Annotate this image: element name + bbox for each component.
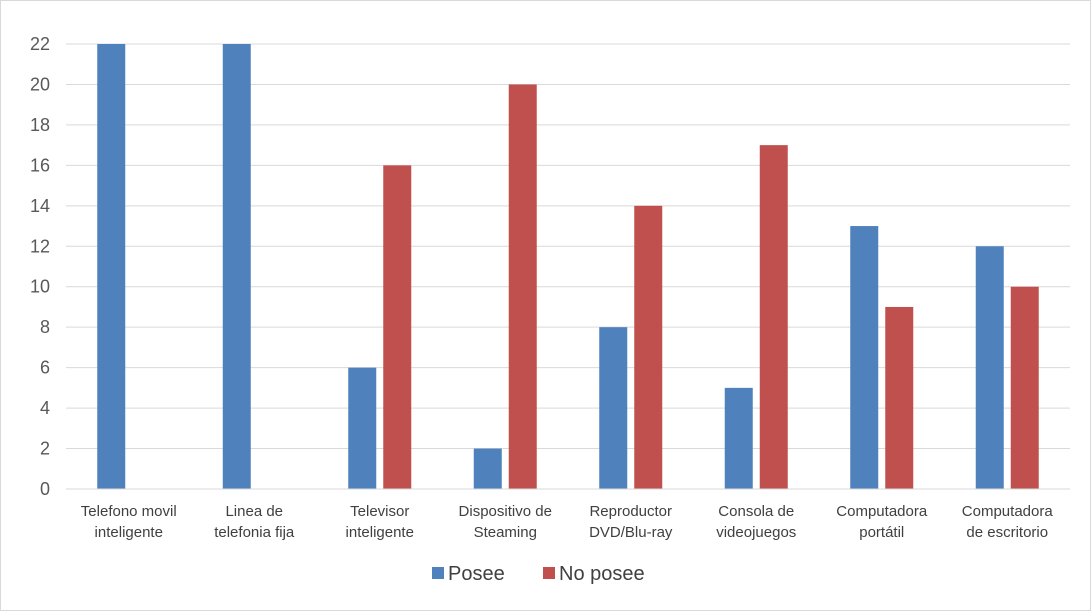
y-tick-label: 12 — [30, 236, 50, 256]
x-category-label: de escritorio — [966, 524, 1048, 541]
legend-label: No posee — [559, 563, 645, 585]
y-tick-label: 0 — [40, 479, 50, 499]
x-category-label: inteligente — [346, 524, 414, 541]
x-category-label: Computadora — [962, 503, 1054, 520]
bar-no-posee — [1010, 286, 1039, 489]
y-tick-label: 22 — [30, 34, 50, 54]
y-tick-label: 4 — [40, 398, 50, 418]
x-category-label: Computadora — [836, 503, 928, 520]
y-tick-label: 16 — [30, 155, 50, 175]
x-category-label: DVD/Blu-ray — [589, 524, 673, 541]
bar-posee — [850, 226, 879, 489]
gridlines — [66, 43, 1070, 450]
bar-posee — [599, 327, 628, 489]
bar-posee — [222, 44, 251, 489]
x-axis-categories: Telefono movil inteligente Linea de telefon… — [81, 503, 1054, 541]
x-category-label: Telefono movil — [81, 503, 177, 520]
bar-no-posee — [759, 145, 788, 490]
x-category-label: inteligente — [95, 524, 163, 541]
y-tick-label: 2 — [40, 439, 50, 459]
bar-no-posee — [634, 205, 663, 489]
bars — [97, 44, 1039, 490]
y-tick-label: 8 — [40, 317, 50, 337]
y-tick-label: 10 — [30, 277, 50, 297]
x-category-label: Linea de — [225, 503, 283, 520]
y-axis-ticks: 0 2 4 6 8 10 12 14 16 18 20 22 — [30, 34, 50, 499]
bar-posee — [975, 246, 1004, 489]
legend: Posee No posee — [432, 563, 645, 585]
y-tick-label: 14 — [30, 196, 50, 216]
bar-posee — [348, 367, 377, 489]
bar-posee — [97, 44, 126, 489]
bar-posee — [724, 387, 753, 489]
x-category-label: videojuegos — [716, 524, 796, 541]
x-category-label: portátil — [859, 524, 904, 541]
x-category-label: telefonia fija — [214, 524, 295, 541]
legend-swatch — [432, 567, 444, 579]
y-tick-label: 18 — [30, 115, 50, 135]
bar-no-posee — [508, 84, 537, 490]
legend-swatch — [543, 567, 555, 579]
y-tick-label: 20 — [30, 74, 50, 94]
bar-posee — [473, 448, 502, 489]
x-category-label: Televisor — [350, 503, 409, 520]
x-category-label: Dispositivo de — [459, 503, 552, 520]
x-category-label: Consola de — [718, 503, 794, 520]
x-category-label: Steaming — [474, 524, 537, 541]
legend-label: Posee — [448, 563, 505, 585]
bar-no-posee — [885, 306, 914, 489]
bar-no-posee — [383, 165, 412, 489]
x-category-label: Reproductor — [589, 503, 672, 520]
y-tick-label: 6 — [40, 358, 50, 378]
